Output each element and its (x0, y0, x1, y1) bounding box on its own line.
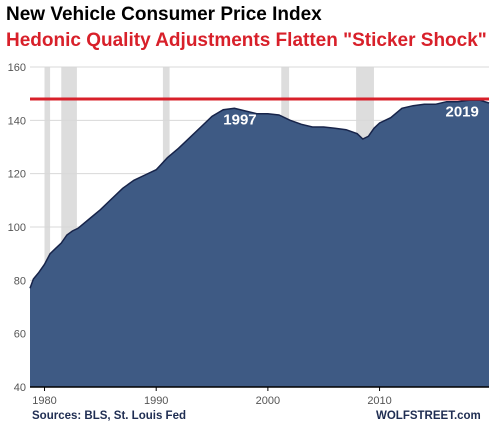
annotation-label: 2019 (446, 103, 479, 120)
chart-title: New Vehicle Consumer Price Index (6, 4, 322, 25)
annotation-label: 1997 (223, 111, 256, 128)
y-tick-label: 60 (14, 329, 26, 341)
y-tick-label: 140 (8, 115, 26, 127)
y-tick-label: 160 (8, 62, 26, 74)
y-tick-label: 80 (14, 275, 26, 287)
y-tick-label: 40 (14, 382, 26, 394)
source-note: Sources: BLS, St. Louis Fed (32, 410, 186, 422)
brand-label: WOLFSTREET.com (376, 410, 481, 422)
x-tick-label: 2010 (367, 395, 391, 407)
x-tick-label: 2000 (256, 395, 280, 407)
y-tick-label: 120 (8, 169, 26, 181)
x-tick-label: 1980 (32, 395, 56, 407)
series-area (30, 100, 489, 388)
chart-subtitle: Hedonic Quality Adjustments Flatten "Sti… (6, 30, 487, 51)
x-tick-label: 1990 (144, 395, 168, 407)
series-line (29, 99, 490, 289)
y-tick-label: 100 (8, 222, 26, 234)
